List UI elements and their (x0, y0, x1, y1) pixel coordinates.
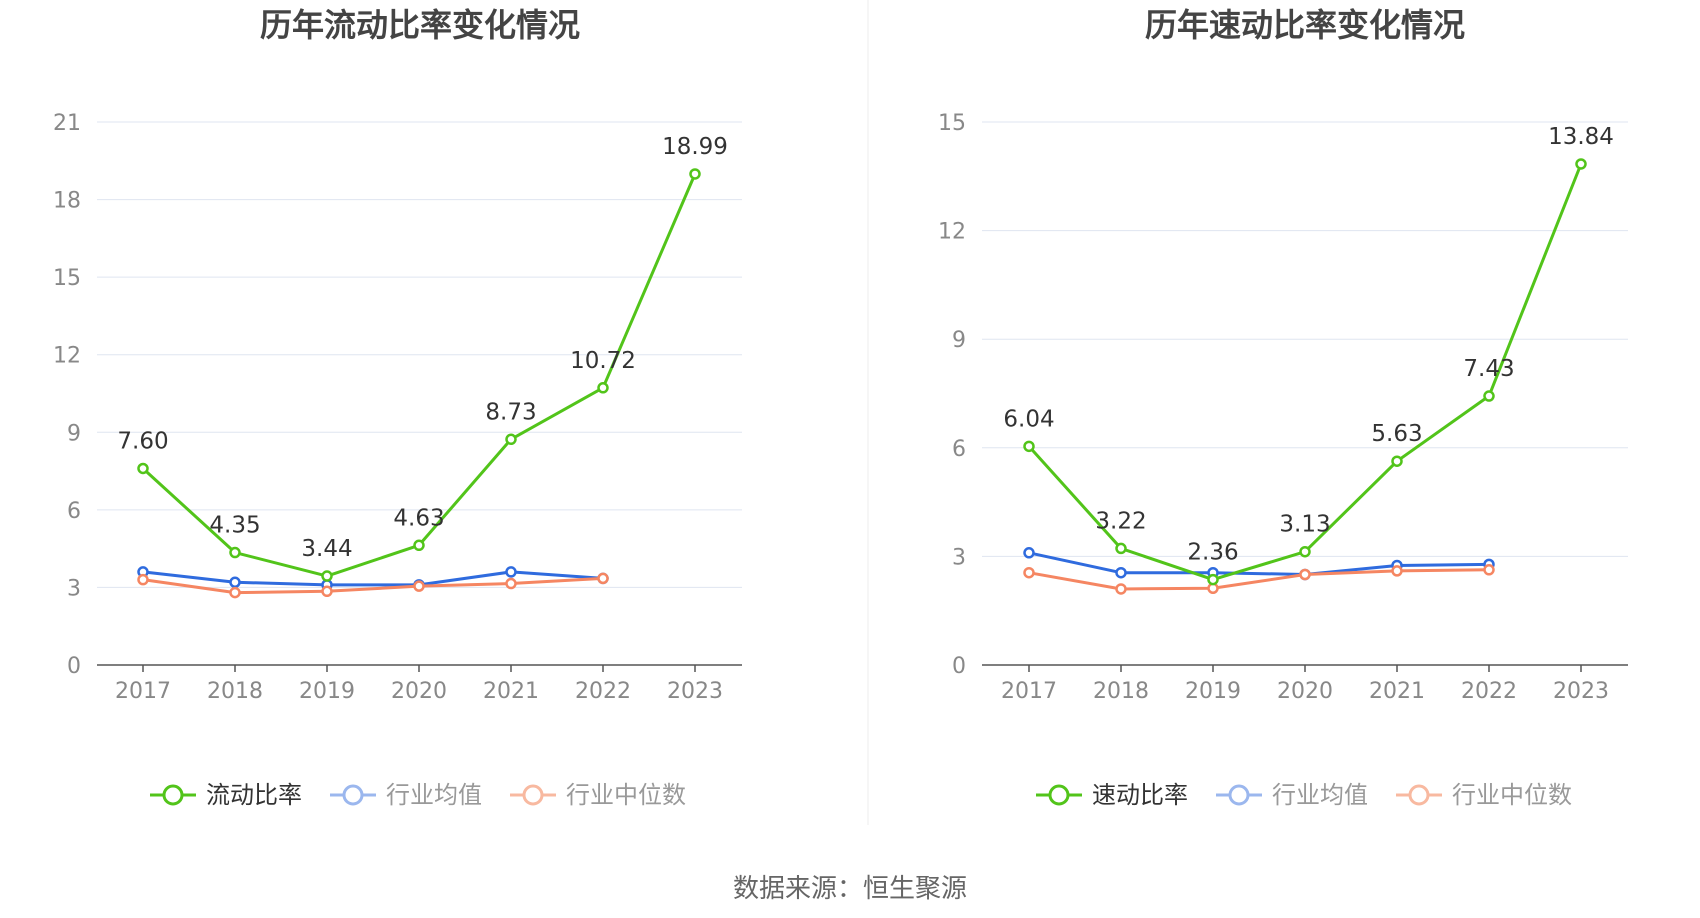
legend-item-industry_avg[interactable]: 行业均值 (1216, 781, 1368, 809)
y-tick-label: 15 (938, 111, 966, 136)
data-point-company[interactable] (413, 539, 425, 552)
y-tick-label: 12 (938, 220, 966, 245)
data-source-note: 数据来源：恒生聚源 (732, 874, 967, 904)
x-tick-label: 2022 (1461, 679, 1517, 704)
legend-marker-icon (1048, 784, 1070, 806)
data-point-industry_avg[interactable] (505, 566, 517, 578)
data-point-industry_median[interactable] (1391, 565, 1403, 577)
data-point-company[interactable] (229, 546, 241, 559)
legend-item-industry_median[interactable]: 行业中位数 (510, 781, 686, 809)
y-tick-label: 3 (952, 545, 966, 570)
data-point-company[interactable] (1391, 455, 1403, 467)
chart-panel-1: 历年流动比率变化情况 0 3 6 9 12 15 18 21 2017 2018 2019 2020 20… (53, 6, 742, 809)
y-tick-label: 0 (67, 654, 81, 679)
data-point-industry_avg[interactable] (1115, 566, 1127, 579)
data-point-company[interactable] (1575, 158, 1587, 170)
y-tick-label: 12 (53, 344, 81, 369)
x-tick-label: 2019 (299, 679, 355, 704)
data-point-company[interactable] (1115, 542, 1127, 555)
legend-marker-icon (1228, 784, 1250, 806)
data-point-industry_avg[interactable] (1023, 547, 1035, 559)
data-label: 5.63 (1371, 421, 1422, 447)
legend-marker-icon (342, 784, 364, 806)
data-point-company[interactable] (505, 433, 517, 446)
y-tick-label: 6 (952, 437, 966, 462)
data-point-industry_median[interactable] (1115, 583, 1127, 595)
y-tick-label: 9 (67, 421, 81, 446)
y-tick-label: 0 (952, 654, 966, 679)
data-label: 2.36 (1187, 540, 1238, 566)
data-point-industry_median[interactable] (137, 573, 149, 586)
series-line-industry_avg (1028, 551, 1490, 576)
data-point-company[interactable] (321, 570, 333, 582)
data-label: 4.63 (393, 505, 444, 531)
chart-panel-2: 历年速动比率变化情况 0 3 6 9 12 15 2017 2018 2019 2020 2021 20… (938, 6, 1628, 809)
data-label: 3.44 (301, 536, 352, 562)
data-label: 7.43 (1463, 356, 1514, 382)
legend-label: 速动比率 (1092, 781, 1188, 809)
chart-title: 历年速动比率变化情况 (1145, 6, 1465, 44)
legend-label: 行业均值 (1272, 781, 1368, 809)
y-tick-label: 6 (67, 499, 81, 524)
x-tick-label: 2023 (667, 679, 723, 704)
legend-item-industry_avg[interactable]: 行业均值 (330, 781, 482, 809)
data-label: 3.22 (1095, 508, 1146, 534)
data-point-industry_median[interactable] (1483, 564, 1495, 576)
data-point-industry_median[interactable] (597, 572, 609, 585)
chart-title: 历年流动比率变化情况 (260, 6, 580, 44)
data-point-industry_avg[interactable] (229, 576, 241, 589)
legend-label: 行业中位数 (1452, 781, 1572, 809)
data-point-industry_median[interactable] (321, 585, 333, 598)
y-tick-label: 9 (952, 328, 966, 353)
data-label: 10.72 (570, 348, 636, 374)
series-line-industry_median (142, 576, 604, 595)
y-tick-label: 18 (53, 189, 81, 214)
x-tick-label: 2018 (1093, 679, 1149, 704)
y-tick-label: 15 (53, 266, 81, 291)
data-point-industry_median[interactable] (1299, 568, 1311, 581)
y-tick-label: 3 (67, 576, 81, 601)
x-tick-label: 2021 (483, 679, 539, 704)
series-line-industry_avg (142, 570, 604, 587)
data-label: 13.84 (1548, 124, 1614, 150)
series-line-industry_median (1028, 568, 1490, 591)
data-point-industry_median[interactable] (229, 586, 241, 599)
legend-label: 行业中位数 (566, 781, 686, 809)
y-tick-label: 21 (53, 111, 81, 136)
data-label: 3.13 (1279, 512, 1330, 538)
legend-label: 流动比率 (206, 781, 302, 809)
data-point-industry_median[interactable] (413, 580, 425, 592)
x-tick-label: 2017 (115, 679, 171, 704)
data-label: 18.99 (662, 134, 728, 160)
data-point-company[interactable] (137, 462, 149, 475)
data-point-company[interactable] (1207, 573, 1219, 586)
x-tick-label: 2022 (575, 679, 631, 704)
data-label: 8.73 (485, 399, 536, 425)
x-tick-label: 2017 (1001, 679, 1057, 704)
legend-item-company[interactable]: 流动比率 (150, 781, 302, 809)
x-tick-label: 2018 (207, 679, 263, 704)
data-point-company[interactable] (1023, 440, 1035, 453)
legend-item-company[interactable]: 速动比率 (1036, 781, 1188, 809)
legend-marker-icon (522, 784, 544, 806)
data-point-industry_median[interactable] (505, 577, 517, 590)
data-label: 6.04 (1003, 406, 1054, 432)
x-tick-label: 2023 (1553, 679, 1609, 704)
data-point-company[interactable] (1299, 545, 1311, 558)
x-tick-label: 2019 (1185, 679, 1241, 704)
data-point-company[interactable] (689, 168, 701, 180)
data-point-industry_median[interactable] (1023, 566, 1035, 579)
legend-item-industry_median[interactable]: 行业中位数 (1396, 781, 1572, 809)
x-tick-label: 2020 (1277, 679, 1333, 704)
data-point-company[interactable] (1483, 390, 1495, 402)
legend-marker-icon (1408, 784, 1430, 806)
legend-label: 行业均值 (386, 781, 482, 809)
legend-marker-icon (162, 784, 184, 806)
x-tick-label: 2020 (391, 679, 447, 704)
data-label: 7.60 (117, 428, 168, 454)
x-tick-label: 2021 (1369, 679, 1425, 704)
data-point-company[interactable] (597, 382, 609, 394)
data-label: 4.35 (209, 513, 260, 539)
